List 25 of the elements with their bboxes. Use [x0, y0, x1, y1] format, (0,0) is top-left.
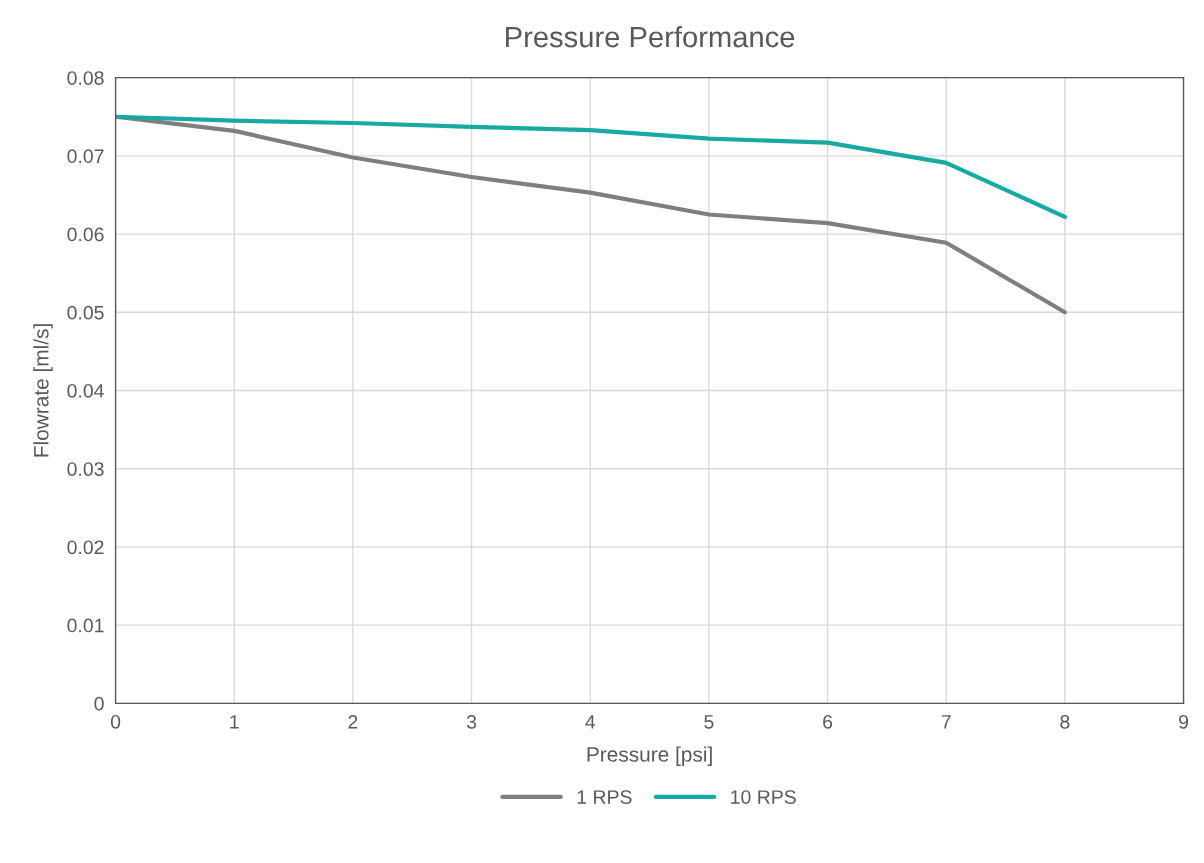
y-tick-label: 0.05: [67, 305, 104, 320]
x-axis-title: Pressure [psi]: [587, 746, 712, 766]
legend-label: 10 RPS: [731, 790, 796, 804]
y-tick-label: 0: [94, 696, 104, 711]
x-tick-label: 5: [704, 715, 714, 729]
x-tick-label: 3: [466, 714, 477, 729]
chart-title: Pressure Performance: [506, 26, 795, 48]
legend-label: 1 RPS: [577, 790, 632, 804]
x-tick-label: 9: [1179, 714, 1189, 729]
y-tick-label: 0.01: [67, 618, 104, 633]
y-tick-label: 0.03: [67, 462, 104, 476]
line-series: [115, 114, 1067, 219]
y-tick-label: 0.02: [67, 540, 104, 555]
y-axis-title: Flowrate [ml/s]: [33, 324, 53, 457]
x-tick-label: 8: [1060, 714, 1070, 729]
x-tick-label: 0: [110, 714, 121, 729]
x-tick-label: 7: [941, 715, 951, 729]
y-tick-label: 0.08: [67, 71, 104, 85]
x-tick-label: 4: [585, 715, 596, 729]
y-tick-label: 0.06: [67, 227, 104, 242]
x-tick-label: 2: [348, 714, 358, 729]
x-tick-label: 6: [823, 714, 833, 729]
y-tick-label: 0.07: [67, 149, 104, 164]
y-tick-label: 0.04: [67, 383, 104, 398]
x-tick-label: 1: [230, 715, 239, 729]
